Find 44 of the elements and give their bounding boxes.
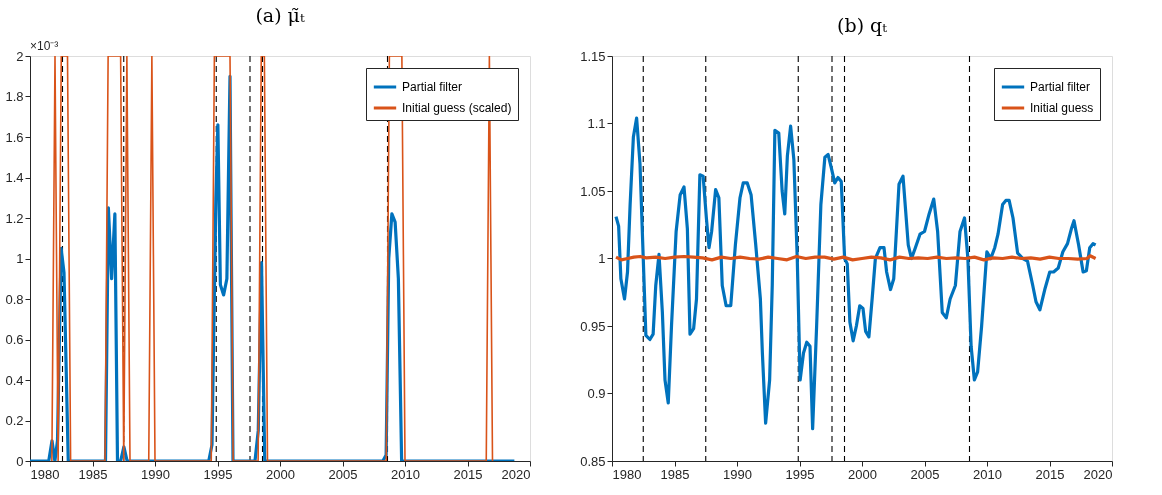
y-tick-label: 0.2 bbox=[5, 413, 24, 428]
chart-title: (b) qₜ bbox=[837, 14, 888, 36]
y-tick-label: 1 bbox=[16, 251, 24, 266]
x-tick-label: 1985 bbox=[78, 466, 108, 482]
x-tick-label: 1985 bbox=[660, 466, 690, 482]
x-tick-label: 2010 bbox=[973, 466, 1002, 482]
y-tick-label: 0.9 bbox=[587, 386, 606, 401]
x-tick-label: 1980 bbox=[612, 466, 642, 482]
x-tick-label: 2000 bbox=[266, 466, 295, 482]
x-tick-label: 2005 bbox=[328, 466, 358, 482]
y-tick-label: 0.85 bbox=[580, 453, 606, 469]
y-tick-label: 1 bbox=[598, 251, 606, 266]
x-tick-label: 2015 bbox=[1035, 466, 1065, 482]
y-tick-label: 0.4 bbox=[5, 372, 24, 388]
x-tick-label: 2000 bbox=[848, 466, 877, 482]
y-tick-label: 2 bbox=[16, 48, 24, 64]
x-tick-label: 1995 bbox=[203, 466, 233, 482]
legend-label: Initial guess bbox=[1030, 101, 1094, 115]
y-tick-label: 1.15 bbox=[580, 48, 606, 64]
y-tick-label: 1.6 bbox=[5, 129, 24, 145]
y-tick-label: 1.8 bbox=[5, 89, 24, 104]
x-tick-label: 1990 bbox=[141, 466, 170, 482]
chart-title: (a) μ̃ₜ bbox=[255, 4, 305, 26]
x-tick-label: 2020 bbox=[1083, 466, 1113, 482]
y-tick-label: 0.95 bbox=[580, 318, 606, 334]
x-tick-label: 2015 bbox=[453, 466, 483, 482]
y-tick-label: 1.4 bbox=[5, 170, 24, 185]
y-tick-label: 1.05 bbox=[580, 183, 606, 199]
x-tick-label: 2005 bbox=[910, 466, 940, 482]
text: ×10⁻³ bbox=[30, 39, 59, 53]
x-tick-label: 1990 bbox=[723, 466, 752, 482]
x-tick-label: 2010 bbox=[391, 466, 420, 482]
y-tick-label: 1.2 bbox=[5, 210, 24, 226]
legend-label: Partial filter bbox=[1030, 80, 1091, 94]
legend-label: Initial guess (scaled) bbox=[402, 101, 512, 115]
x-tick-label: 2020 bbox=[501, 466, 531, 482]
legend-label: Partial filter bbox=[402, 80, 463, 94]
y-tick-label: 1.1 bbox=[587, 116, 606, 131]
x-tick-label: 1980 bbox=[30, 466, 60, 482]
y-tick-label: 0.8 bbox=[5, 291, 24, 307]
y-tick-label: 0.6 bbox=[5, 332, 24, 347]
y-tick-label: 0 bbox=[16, 453, 24, 469]
x-tick-label: 1995 bbox=[785, 466, 815, 482]
line-series bbox=[614, 116, 1098, 431]
